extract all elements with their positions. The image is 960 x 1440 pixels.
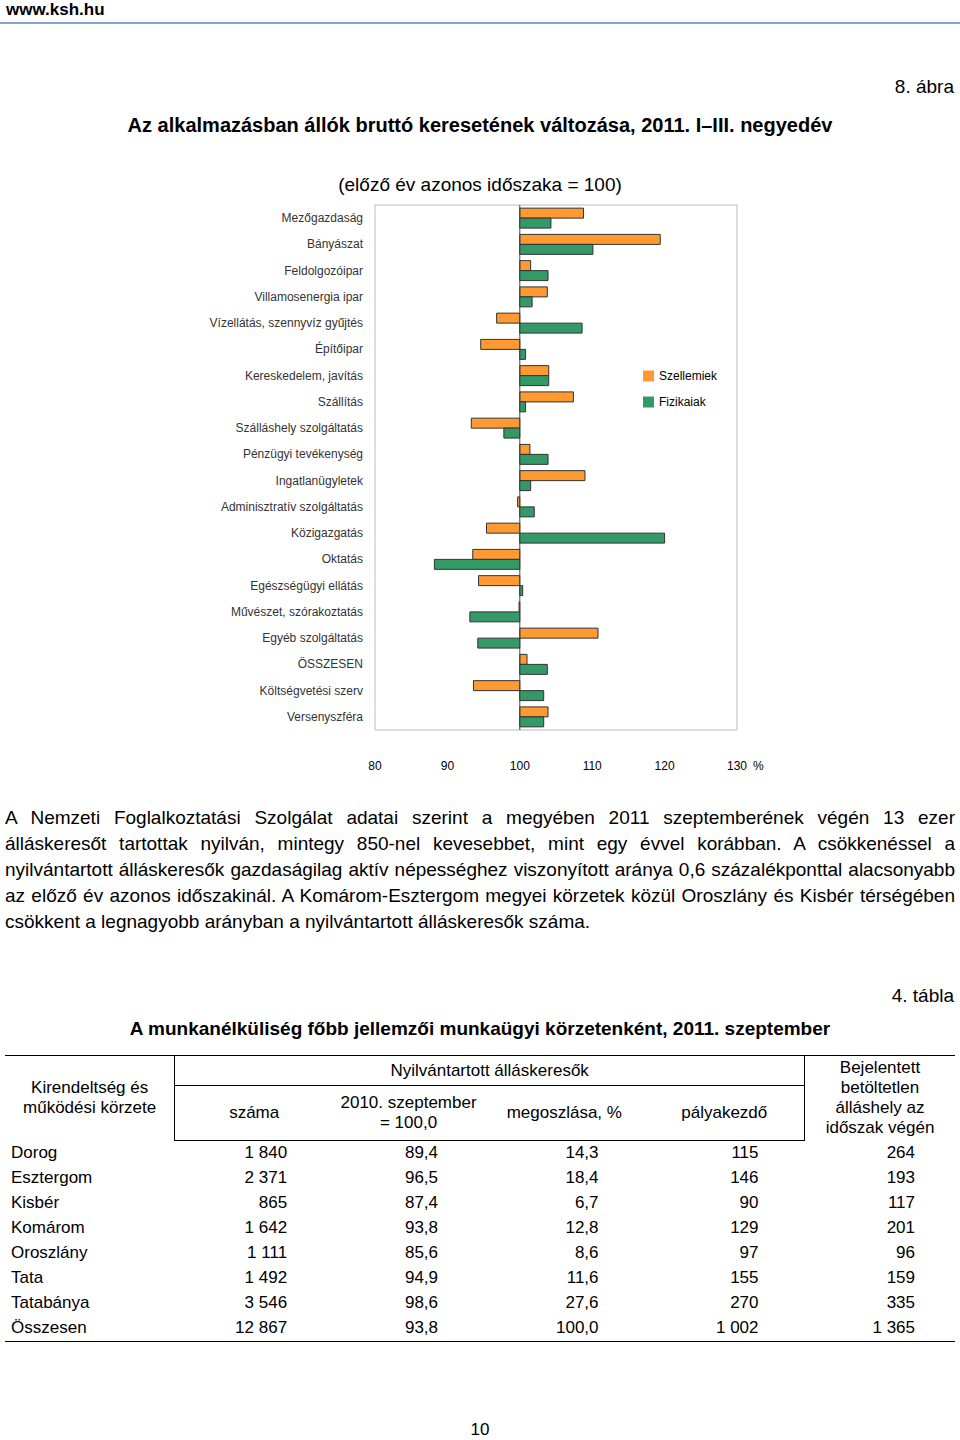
svg-text:Szálláshely szolgáltatás: Szálláshely szolgáltatás: [236, 421, 363, 435]
html-text:865: 865: [258, 1193, 288, 1212]
html-text:Komárom: Komárom: [11, 1218, 85, 1237]
html-text:18,4: 18,4: [565, 1168, 599, 1187]
svg-text:Az alkalmazásban állók bruttó: Az alkalmazásban állók bruttó kereseténe…: [128, 114, 834, 136]
html-text:90: 90: [739, 1193, 759, 1212]
html-text:117: 117: [887, 1193, 915, 1212]
html-text:4. tábla: 4. tábla: [891, 985, 954, 1006]
svg-text:Egészségügyi ellátás: Egészségügyi ellátás: [250, 579, 363, 593]
svg-text:ÖSSZESEN: ÖSSZESEN: [298, 657, 363, 671]
html-text:85,6: 85,6: [404, 1243, 438, 1262]
html-text:87,4: 87,4: [404, 1193, 438, 1212]
html-text:2010. szeptember = 100,0: 2010. szeptember = 100,0: [340, 1092, 477, 1132]
html-text:Bejelentett betöltetlen állásh: Bejelentett betöltetlen álláshely az idő…: [825, 1058, 935, 1137]
svg-text:Feldolgozóipar: Feldolgozóipar: [284, 264, 363, 278]
html-text:93,8: 93,8: [404, 1318, 438, 1337]
html-text:8. ábra: 8. ábra: [894, 76, 954, 97]
html-text:14,3: 14,3: [565, 1143, 599, 1162]
svg-text:Mezőgazdaság: Mezőgazdaság: [282, 211, 363, 225]
html-text:Tatabánya: Tatabánya: [11, 1293, 90, 1312]
html-text:Tata: Tata: [11, 1268, 44, 1287]
html-text:335: 335: [886, 1293, 915, 1312]
svg-text:Szállítás: Szállítás: [318, 395, 363, 409]
svg-text:Adminisztratív szolgáltatás: Adminisztratív szolgáltatás: [221, 500, 363, 514]
html-text:93,8: 93,8: [404, 1218, 438, 1237]
html-text:Nyilvántartott álláskeresők: Nyilvántartott álláskeresők: [390, 1060, 589, 1080]
html-text:3 546: 3 546: [244, 1293, 288, 1312]
html-text:megoszlása, %: megoszlása, %: [506, 1102, 622, 1122]
html-text:97: 97: [739, 1243, 759, 1262]
svg-text:110: 110: [583, 759, 602, 773]
svg-text:Bányászat: Bányászat: [307, 237, 364, 251]
html-text:Dorog: Dorog: [11, 1142, 58, 1162]
html-text:Kirendeltség és működési körze: Kirendeltség és működési körzete: [23, 1078, 157, 1117]
svg-text:Oktatás: Oktatás: [322, 552, 363, 566]
html-text:pályakezdő: pályakezdő: [681, 1102, 768, 1122]
html-text:8,6: 8,6: [574, 1243, 599, 1262]
svg-text:Fizikaiak: Fizikaiak: [659, 395, 707, 409]
svg-text:%: %: [753, 759, 764, 773]
html-text:6,7: 6,7: [574, 1193, 599, 1212]
html-text:155: 155: [730, 1268, 759, 1287]
html-text:96,5: 96,5: [404, 1168, 438, 1187]
svg-text:(előző év azonos időszaka = 10: (előző év azonos időszaka = 100): [338, 174, 622, 195]
html-text:Összesen: Összesen: [11, 1318, 87, 1337]
html-text:270: 270: [730, 1293, 759, 1312]
html-text:www.ksh.hu: www.ksh.hu: [6, 0, 105, 19]
html-text:12,8: 12,8: [565, 1218, 599, 1237]
html-text:146: 146: [730, 1168, 759, 1187]
svg-text:Versenyszféra: Versenyszféra: [287, 710, 363, 724]
svg-text:Kereskedelem, javítás: Kereskedelem, javítás: [245, 369, 363, 383]
svg-text:Pénzügyi tevékenység: Pénzügyi tevékenység: [243, 447, 363, 461]
svg-text:120: 120: [655, 759, 675, 773]
html-text:1 002: 1 002: [716, 1318, 759, 1337]
html-text:201: 201: [886, 1218, 915, 1237]
html-text:1 365: 1 365: [872, 1318, 915, 1337]
html-text:1 642: 1 642: [244, 1218, 288, 1237]
html-text:27,6: 27,6: [565, 1293, 599, 1312]
html-text:115: 115: [731, 1143, 759, 1162]
html-text:Esztergom: Esztergom: [11, 1168, 93, 1187]
svg-text:Építőipar: Építőipar: [315, 341, 363, 356]
html-text:száma: száma: [229, 1102, 280, 1122]
html-text:1 840: 1 840: [244, 1143, 288, 1162]
svg-text:Művészet, szórakoztatás: Művészet, szórakoztatás: [231, 605, 363, 619]
svg-text:Ingatlanügyletek: Ingatlanügyletek: [276, 474, 364, 488]
svg-text:100: 100: [510, 759, 530, 773]
html-text:Oroszlány: Oroszlány: [11, 1243, 88, 1262]
html-text:Kisbér: Kisbér: [11, 1193, 60, 1212]
html-text:96: 96: [896, 1243, 915, 1262]
svg-text:Közigazgatás: Közigazgatás: [291, 526, 363, 540]
html-text:10: 10: [470, 1420, 490, 1439]
html-text:A munkanélküliség főbb jellemz: A munkanélküliség főbb jellemzői munkaüg…: [129, 1018, 831, 1039]
svg-text:Egyéb szolgáltatás: Egyéb szolgáltatás: [262, 631, 363, 645]
svg-text:130: 130: [727, 759, 747, 773]
html-text:94,9: 94,9: [404, 1268, 438, 1287]
html-text:12 867: 12 867: [235, 1318, 288, 1337]
svg-text:Villamosenergia ipar: Villamosenergia ipar: [254, 290, 363, 304]
html-text:11,6: 11,6: [566, 1268, 599, 1287]
svg-text:Szellemiek: Szellemiek: [659, 369, 718, 383]
html-text:A Nemzeti Foglalkoztatási Szol: A Nemzeti Foglalkoztatási Szolgálat adat…: [5, 807, 955, 932]
html-text:159: 159: [886, 1268, 915, 1287]
svg-text:Költségvetési szerv: Költségvetési szerv: [260, 684, 363, 698]
html-text:1 111: 1 111: [247, 1243, 288, 1262]
html-text:98,6: 98,6: [404, 1293, 438, 1312]
html-text:1 492: 1 492: [244, 1268, 288, 1287]
html-text:193: 193: [886, 1168, 915, 1187]
html-text:129: 129: [730, 1218, 759, 1237]
svg-text:80: 80: [368, 759, 382, 773]
html-text:264: 264: [886, 1142, 915, 1162]
svg-text:Vízellátás, szennyvíz gyűjtés: Vízellátás, szennyvíz gyűjtés: [210, 316, 363, 330]
html-text:89,4: 89,4: [404, 1143, 438, 1162]
svg-text:90: 90: [441, 759, 455, 773]
html-text:100,0: 100,0: [556, 1318, 599, 1337]
html-text:2 371: 2 371: [244, 1168, 288, 1187]
